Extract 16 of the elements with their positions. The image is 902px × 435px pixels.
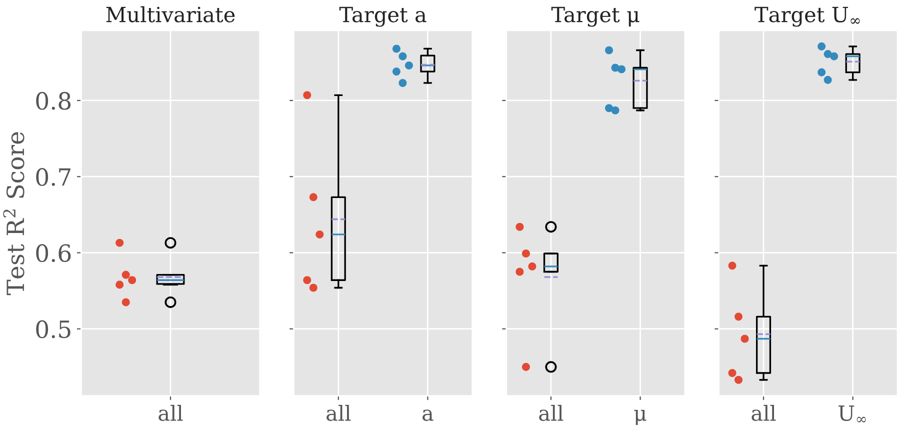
- chart-title: Target a: [339, 6, 426, 27]
- chart-title: Target μ: [551, 6, 640, 27]
- x-tick-label: all: [158, 404, 183, 422]
- x-tick-label: all: [539, 404, 564, 422]
- y-tick-label: 0.8: [36, 92, 71, 110]
- chart-title: Multivariate: [106, 6, 235, 22]
- y-tick-label: 0.7: [36, 168, 70, 186]
- y-tick-label: 0.6: [36, 244, 71, 262]
- x-tick-label: a: [422, 410, 434, 422]
- x-tick-label: U$_{∞}$: [838, 406, 866, 422]
- x-tick-label: all: [752, 404, 776, 422]
- x-tick-label: μ: [634, 410, 646, 426]
- y-axis-title: Test R$^{2}$ Score: [3, 132, 24, 296]
- chart-title: Target U$_{∞}$: [754, 6, 860, 27]
- x-tick-label: all: [326, 404, 351, 422]
- y-tick-label: 0.5: [36, 320, 70, 338]
